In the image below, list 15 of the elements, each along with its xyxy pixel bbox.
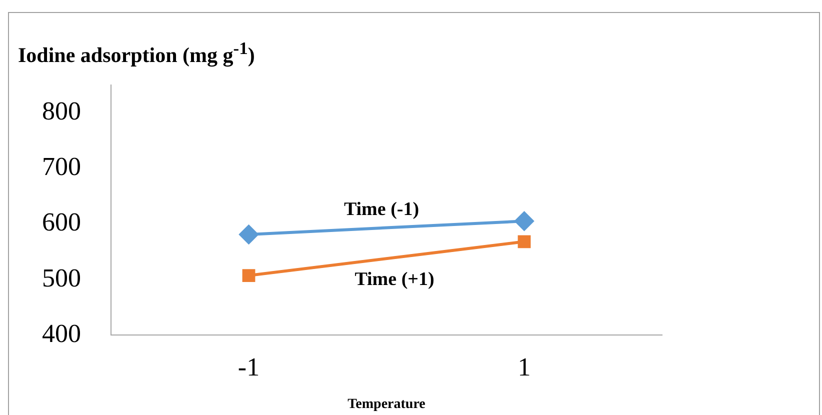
y-tick-label: 600 [42, 208, 81, 237]
point [242, 269, 256, 282]
y-axis-title: Iodine adsorption (mg g$^{-1}$) [18, 38, 255, 68]
series-label: Time (-1) [344, 199, 420, 220]
y-tick-label: 800 [42, 96, 81, 126]
x-axis-title: Temperature [348, 397, 426, 412]
y-tick-label: 700 [42, 152, 81, 182]
y-tick-label: 400 [42, 318, 81, 348]
point [514, 212, 534, 231]
x-tick-label: 1 [518, 352, 531, 382]
x-tick-label: -1 [238, 352, 260, 382]
y-tick-label: 500 [42, 263, 81, 292]
point [239, 224, 258, 244]
series-label: Time (+1) [354, 269, 434, 290]
point [518, 235, 531, 248]
